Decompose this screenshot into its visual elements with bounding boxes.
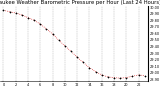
Title: Milwaukee Weather Barometric Pressure per Hour (Last 24 Hours): Milwaukee Weather Barometric Pressure pe… — [0, 0, 160, 5]
